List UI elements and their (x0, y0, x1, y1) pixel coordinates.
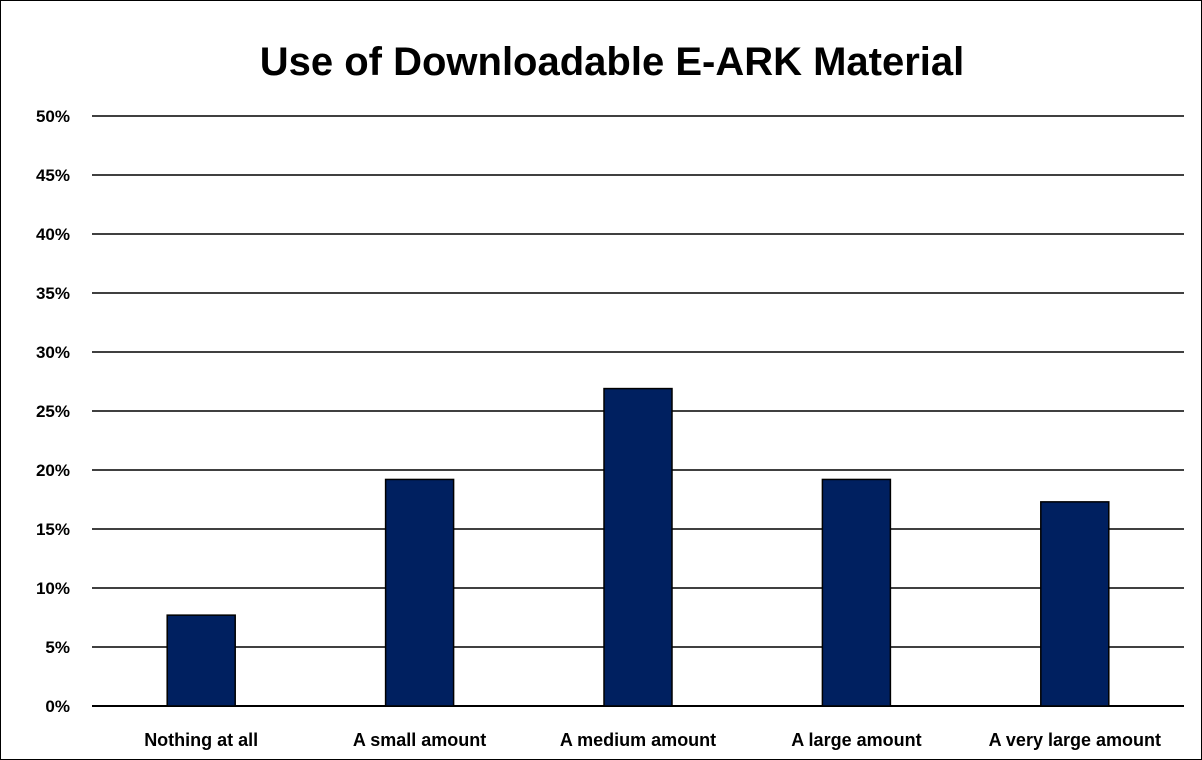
chart-title: Use of Downloadable E-ARK Material (260, 40, 965, 84)
y-axis-ticks: 0% 5% 10% 15% 20% 25% 30% 35% 40% 45% 50% (36, 107, 70, 716)
bar (603, 387, 673, 707)
gridlines (92, 115, 1184, 707)
y-tick-label: 50% (36, 107, 70, 126)
y-tick-label: 40% (36, 225, 70, 244)
bars (166, 387, 1110, 707)
y-tick-label: 30% (36, 343, 70, 362)
bar (166, 614, 236, 707)
y-tick-label: 25% (36, 402, 70, 421)
x-tick-label: A small amount (353, 730, 486, 750)
bar (1040, 501, 1110, 707)
y-tick-label: 0% (45, 697, 70, 716)
x-tick-label: A medium amount (560, 730, 716, 750)
y-tick-label: 20% (36, 461, 70, 480)
x-axis-labels: Nothing at all A small amount A medium amo… (144, 730, 1161, 750)
y-tick-label: 45% (36, 166, 70, 185)
y-tick-label: 15% (36, 520, 70, 539)
x-tick-label: Nothing at all (144, 730, 258, 750)
x-tick-label: A large amount (791, 730, 921, 750)
x-tick-label: A very large amount (989, 730, 1161, 750)
y-tick-label: 10% (36, 579, 70, 598)
bar (384, 478, 455, 707)
y-tick-label: 5% (45, 638, 70, 657)
bar (821, 478, 892, 707)
y-tick-label: 35% (36, 284, 70, 303)
